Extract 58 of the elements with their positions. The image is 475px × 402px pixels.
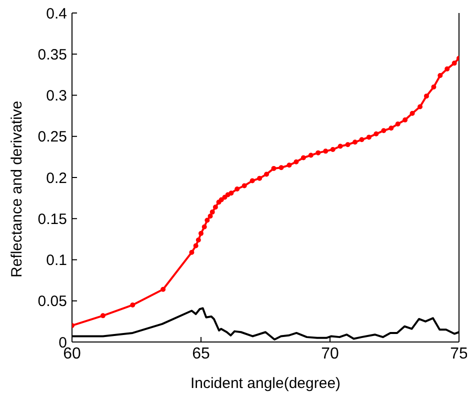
y-tick-label: 0.35 [38, 46, 67, 64]
x-axis-title: Incident angle(degree) [190, 375, 341, 392]
point [431, 84, 436, 90]
point [345, 142, 350, 148]
point [395, 122, 400, 127]
y-tick-label: 0.05 [38, 293, 67, 310]
point [330, 147, 336, 152]
point [323, 148, 328, 154]
point [264, 172, 270, 177]
y-tick-label: 0.1 [46, 252, 67, 270]
point [228, 190, 234, 196]
point [250, 178, 255, 184]
point [438, 73, 443, 78]
point [234, 186, 240, 192]
point [189, 250, 194, 255]
point [208, 214, 213, 219]
y-tick-label: 0.4 [46, 5, 67, 22]
point [212, 204, 218, 210]
y-tick-label: 0.25 [38, 128, 67, 146]
point [359, 137, 364, 142]
point [352, 140, 358, 145]
y-tick-label: 0.15 [38, 210, 67, 228]
point [388, 126, 394, 131]
point [294, 159, 299, 164]
x-tick-label: 65 [192, 345, 210, 362]
point [257, 176, 262, 181]
point [452, 60, 457, 66]
y-tick-label: 0.3 [46, 88, 67, 105]
point [366, 134, 372, 140]
point [286, 162, 292, 168]
point [202, 224, 207, 230]
point [198, 230, 204, 236]
point [242, 183, 247, 188]
point [100, 313, 106, 318]
point [196, 238, 201, 243]
point [218, 197, 224, 202]
point [210, 210, 215, 215]
x-tick-label: 70 [321, 345, 339, 362]
point [300, 155, 306, 160]
y-axis-title: Reflectance and derivative [8, 100, 26, 278]
point [278, 165, 284, 170]
point [271, 166, 276, 171]
point [308, 152, 314, 158]
point [160, 286, 166, 292]
x-tick-label: 75 [450, 345, 468, 362]
y-tick-label: 0.2 [46, 170, 67, 187]
point [418, 104, 423, 110]
point [204, 218, 210, 223]
point [374, 131, 379, 136]
point [402, 117, 408, 122]
point [410, 110, 415, 116]
point [381, 128, 386, 134]
point [424, 94, 429, 99]
point [193, 243, 198, 248]
point [444, 66, 450, 72]
point [338, 144, 343, 149]
point [316, 150, 321, 156]
point [130, 302, 136, 308]
